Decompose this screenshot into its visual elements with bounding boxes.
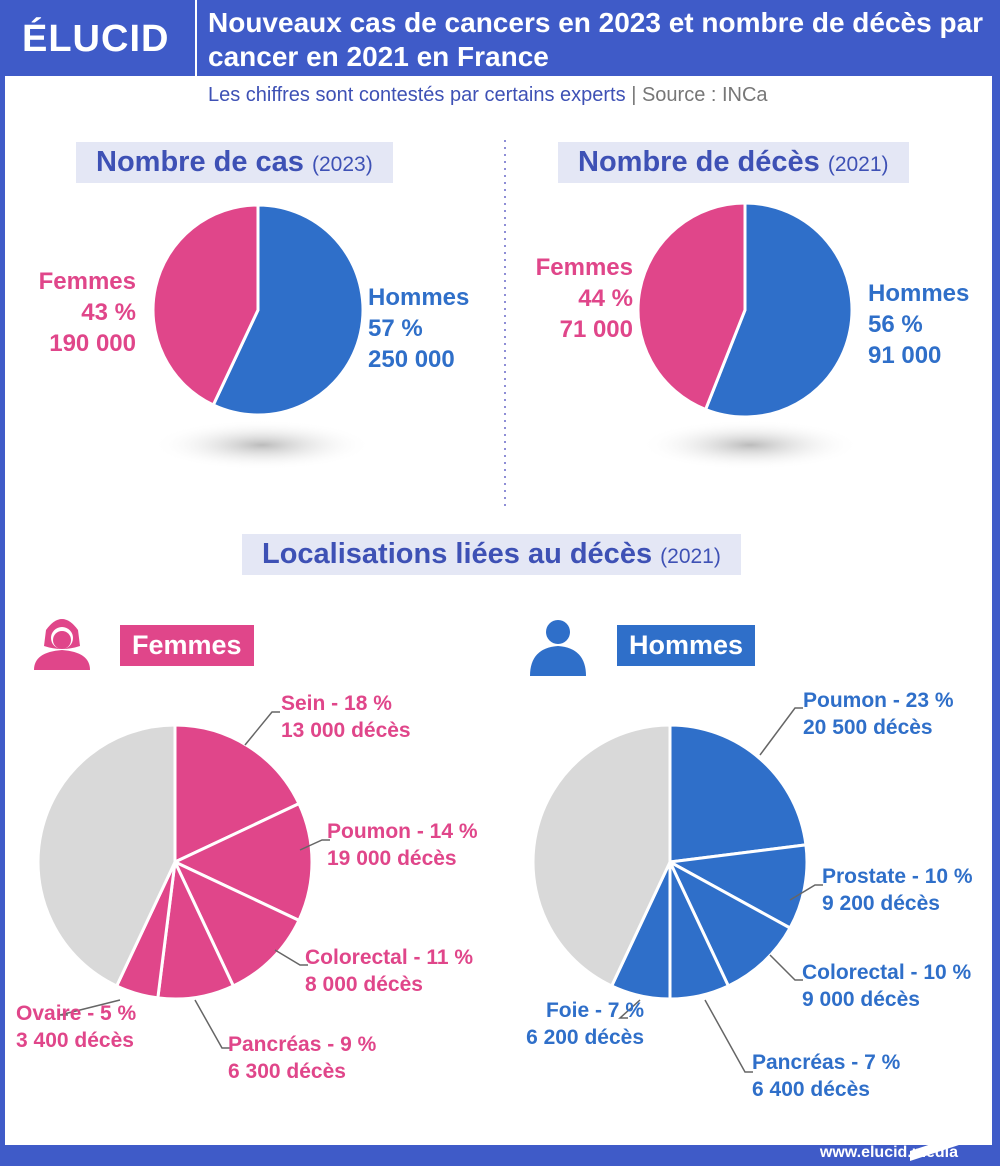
pie-slice-0-0 [211, 203, 365, 417]
subtitle: Les chiffres sont contestés par certains… [208, 84, 768, 107]
leader-line [759, 707, 803, 756]
leader-line [704, 999, 753, 1073]
locations-title: Localisations liées au décès (2021) [242, 534, 741, 575]
leader-line [618, 999, 641, 1019]
leader-line [299, 839, 330, 851]
leader-line [59, 999, 121, 1016]
page-title: Nouveaux cas de cancers en 2023 et nombr… [208, 7, 984, 72]
pie-slice-3-5 [531, 723, 672, 988]
pie-slice-3-2 [666, 858, 793, 988]
footer-url: www.elucid.media [819, 1144, 958, 1161]
label-ovaire: Ovaire - 5 % 3 400 décès [16, 1002, 137, 1052]
separator: | [631, 84, 637, 106]
pie-slice-1-1 [636, 201, 747, 412]
source: Source : INCa [641, 84, 768, 106]
cases-men-label: Hommes 57 % 250 000 [368, 284, 470, 373]
label-pancreas-f: Pancréas - 9 % 6 300 décès [228, 1033, 377, 1083]
label-sein: Sein - 18 % 13 000 décès [281, 692, 411, 742]
deaths-men-label: Hommes 56 % 91 000 [868, 280, 970, 369]
pie-slice-3-1 [665, 843, 809, 931]
label-colorectal-h: Colorectal - 10 % 9 000 décès [802, 961, 972, 1011]
men-heading: Hommes [617, 625, 756, 666]
pie-slice-0-1 [151, 203, 260, 408]
pie-slice-1-0 [703, 201, 854, 419]
pie-slice-2-5 [36, 723, 177, 988]
pie-slice-3-0 [668, 723, 808, 864]
leader-line [769, 954, 803, 981]
elucid-flag-icon [910, 1133, 965, 1161]
label-pancreas-h: Pancréas - 7 % 6 400 décès [752, 1051, 901, 1101]
woman-icon [34, 619, 90, 670]
label-prostate: Prostate - 10 % 9 200 décès [822, 865, 973, 915]
label-poumon-h: Poumon - 23 % 20 500 décès [803, 689, 954, 739]
leader-line [789, 884, 823, 901]
man-icon [530, 620, 586, 676]
cases-title: Nombre de cas (2023) [76, 142, 393, 183]
label-colorectal-f: Colorectal - 11 % 8 000 décès [305, 946, 474, 996]
cases-women-label: Femmes 43 % 190 000 [38, 268, 136, 357]
pie-slice-2-0 [173, 723, 301, 865]
pie-shadow [640, 420, 860, 470]
deaths-women-label: Femmes 44 % 71 000 [535, 254, 633, 343]
header-divider [195, 0, 197, 76]
leader-line [274, 949, 308, 966]
elucid-logo: ÉLUCID [22, 18, 170, 60]
pie-slice-2-1 [171, 801, 314, 923]
leader-line [244, 711, 280, 746]
deaths-title: Nombre de décès (2021) [558, 142, 909, 183]
pie-slice-2-2 [171, 858, 301, 988]
label-foie: Foie - 7 % 6 200 décès [526, 999, 644, 1049]
subtitle-text: Les chiffres sont contestés par certains… [208, 84, 626, 106]
women-heading: Femmes [120, 625, 254, 666]
leader-line [194, 999, 230, 1049]
pie-shadow [152, 420, 372, 470]
label-poumon-f: Poumon - 14 % 19 000 décès [327, 820, 478, 870]
